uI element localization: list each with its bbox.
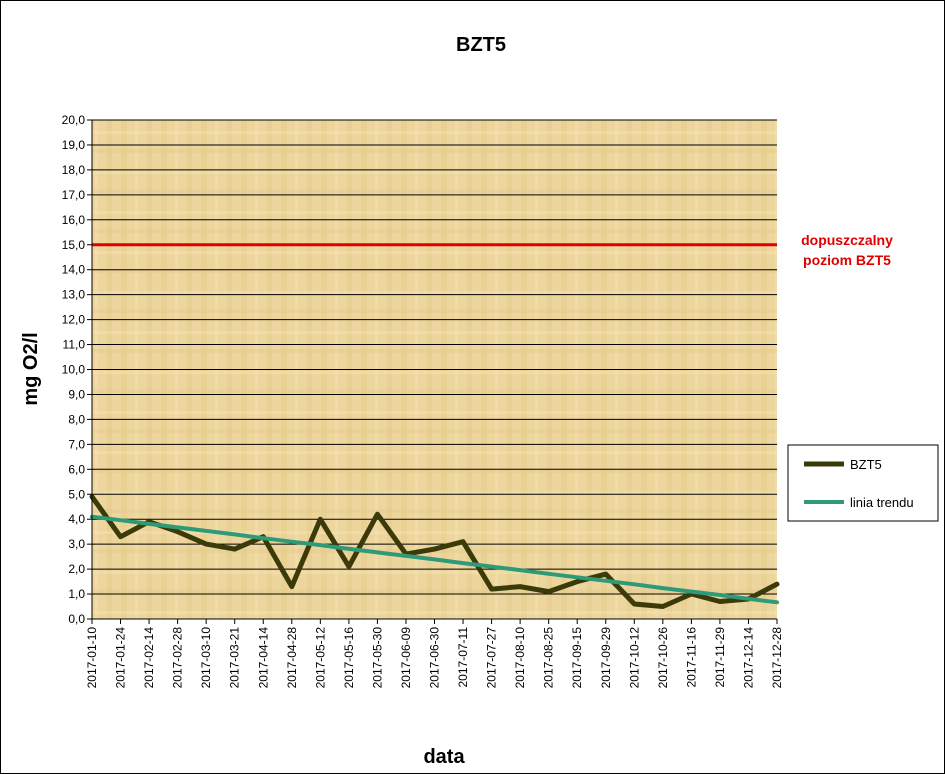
- x-tick-label-18: 2017-09-29: [599, 627, 613, 689]
- y-tick-label-10: 10,0: [62, 363, 86, 377]
- y-tick-label-14: 14,0: [62, 263, 86, 277]
- x-tick-label-12: 2017-06-30: [428, 627, 442, 689]
- y-tick-label-13: 13,0: [62, 288, 86, 302]
- x-tick-label-13: 2017-07-11: [456, 627, 470, 688]
- reference-label-line-2: poziom BZT5: [803, 252, 891, 268]
- chart-title: BZT5: [456, 34, 506, 56]
- x-tick-label-14: 2017-07-27: [485, 627, 499, 689]
- x-axis-title: data: [423, 746, 465, 768]
- x-tick-label-19: 2017-10-12: [627, 627, 641, 689]
- legend-label-bzt5: BZT5: [850, 457, 882, 472]
- x-tick-label-1: 2017-01-24: [114, 627, 128, 689]
- y-tick-label-6: 6,0: [68, 462, 85, 476]
- y-tick-label-17: 17,0: [62, 188, 86, 202]
- legend-box: [787, 444, 939, 522]
- series-line-trend: [90, 514, 779, 605]
- x-tick-label-24: 2017-12-28: [770, 627, 784, 689]
- y-tick-label-20: 20,0: [62, 113, 86, 127]
- y-tick-label-16: 16,0: [62, 213, 86, 227]
- x-tick-label-21: 2017-11-16: [684, 627, 698, 688]
- y-tick-label-2: 2,0: [68, 562, 85, 576]
- legend: BZT5 linia trendu: [787, 444, 939, 522]
- x-tick-label-22: 2017-11-29: [713, 627, 727, 688]
- y-tick-label-1: 1,0: [68, 587, 85, 601]
- x-tick-label-16: 2017-08-25: [542, 627, 556, 689]
- x-tick-label-11: 2017-06-09: [399, 627, 413, 689]
- x-tick-label-4: 2017-03-10: [199, 627, 213, 689]
- x-tick-label-3: 2017-02-28: [171, 627, 185, 689]
- y-axis-ticks: 0,0 1,0 2,0 3,0 4,0 5,0 6,0 7,0 8,0 9,0 10,0 11,0 12…: [62, 113, 92, 626]
- y-axis-title: mg O2/l: [20, 332, 42, 405]
- y-tick-label-19: 19,0: [62, 138, 86, 152]
- y-tick-label-18: 18,0: [62, 163, 86, 177]
- y-tick-label-4: 4,0: [68, 512, 85, 526]
- y-tick-label-15: 15,0: [62, 238, 86, 252]
- x-tick-label-17: 2017-09-15: [570, 627, 584, 689]
- legend-label-trend: linia trendu: [850, 495, 914, 510]
- y-tick-label-8: 8,0: [68, 412, 85, 426]
- x-tick-label-5: 2017-03-21: [228, 627, 242, 689]
- x-tick-label-8: 2017-05-12: [313, 627, 327, 689]
- y-tick-label-9: 9,0: [68, 387, 85, 401]
- y-tick-label-5: 5,0: [68, 487, 85, 501]
- y-tick-label-0: 0,0: [68, 612, 85, 626]
- y-tick-label-7: 7,0: [68, 437, 85, 451]
- x-tick-label-20: 2017-10-26: [656, 627, 670, 689]
- x-tick-label-10: 2017-05-30: [370, 627, 384, 689]
- x-tick-label-2: 2017-02-14: [142, 627, 156, 689]
- x-tick-label-6: 2017-04-14: [256, 627, 270, 689]
- x-tick-label-23: 2017-12-14: [741, 627, 755, 689]
- reference-label-line-1: dopuszczalny: [801, 232, 893, 248]
- y-tick-label-11: 11,0: [63, 338, 86, 352]
- x-tick-label-15: 2017-08-10: [513, 627, 527, 689]
- series-line-bzt5: [89, 494, 780, 609]
- y-tick-label-12: 12,0: [62, 313, 86, 327]
- x-axis-ticks: 2017-01-10 2017-01-24 2017-02-14 2017-02-28…: [85, 619, 784, 688]
- series-lines: [89, 494, 780, 609]
- y-tick-label-3: 3,0: [68, 537, 85, 551]
- x-tick-label-9: 2017-05-16: [342, 627, 356, 689]
- x-tick-label-0: 2017-01-10: [85, 627, 99, 689]
- x-tick-label-7: 2017-04-28: [285, 627, 299, 689]
